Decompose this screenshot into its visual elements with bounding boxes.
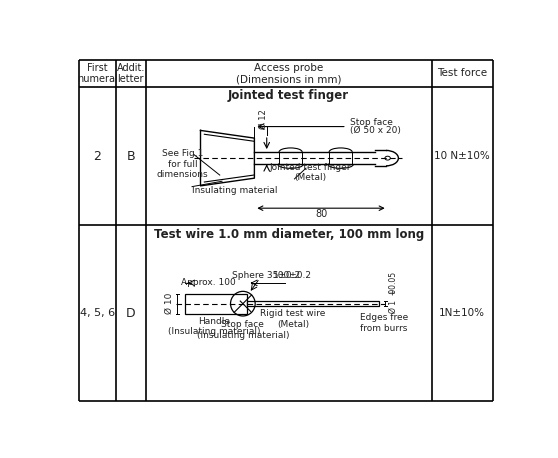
Text: 4, 5, 6: 4, 5, 6 — [80, 308, 115, 318]
Text: Ø 10: Ø 10 — [165, 293, 174, 314]
Text: B: B — [127, 150, 135, 163]
Text: See Fig.1
for full
dimensions: See Fig.1 for full dimensions — [157, 149, 209, 179]
Text: 100±0.2: 100±0.2 — [273, 271, 312, 280]
Text: Ø 1  +0.05: Ø 1 +0.05 — [388, 273, 397, 313]
Text: Jointed test finger
(Metal): Jointed test finger (Metal) — [269, 163, 350, 182]
Text: Sphere 35±0.2: Sphere 35±0.2 — [232, 271, 300, 280]
Text: Ø 12: Ø 12 — [259, 109, 268, 129]
Text: (Ø 50 x 20): (Ø 50 x 20) — [350, 126, 401, 135]
Text: First
numeral: First numeral — [77, 63, 118, 84]
Text: 2: 2 — [93, 150, 101, 163]
Text: Access probe
(Dimensions in mm): Access probe (Dimensions in mm) — [236, 63, 341, 84]
Text: Stop face
(Insulating material): Stop face (Insulating material) — [196, 320, 289, 339]
Text: Handle
(Insulating material): Handle (Insulating material) — [168, 317, 261, 337]
Text: Edges free
from burrs: Edges free from burrs — [360, 313, 408, 333]
Bar — [247, 301, 379, 306]
Text: D: D — [126, 307, 136, 320]
Text: 0: 0 — [388, 289, 397, 315]
Text: Test wire 1.0 mm diameter, 100 mm long: Test wire 1.0 mm diameter, 100 mm long — [153, 228, 424, 241]
Bar — [185, 294, 247, 314]
Text: Rigid test wire
(Metal): Rigid test wire (Metal) — [260, 309, 325, 329]
Text: Test force: Test force — [437, 68, 487, 78]
Text: Addit.
letter: Addit. letter — [117, 63, 145, 84]
Text: 10 N±10%: 10 N±10% — [435, 151, 490, 161]
Text: Stop face: Stop face — [350, 118, 393, 127]
Text: Approx. 100: Approx. 100 — [181, 278, 235, 287]
Text: Insulating material: Insulating material — [192, 186, 277, 195]
Text: Jointed test finger: Jointed test finger — [228, 89, 349, 102]
Text: 80: 80 — [315, 209, 327, 219]
Text: 1N±10%: 1N±10% — [439, 308, 485, 318]
